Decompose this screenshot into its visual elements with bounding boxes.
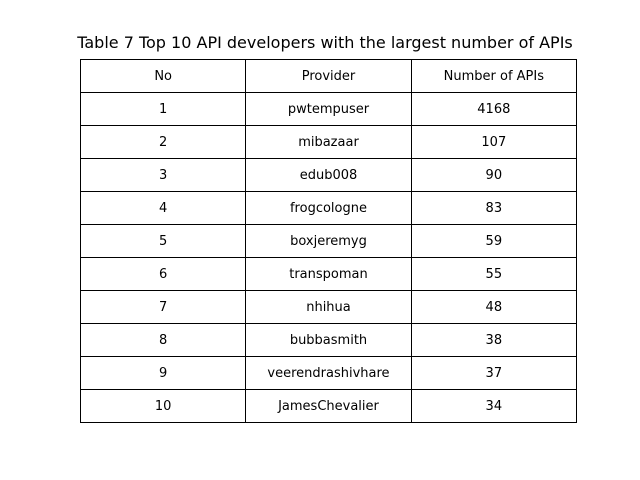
cell-provider: mibazaar [245,125,412,159]
cell-no: 1 [79,92,247,126]
table-row: 8 bubbasmith 38 [79,323,578,357]
table-row: 2 mibazaar 107 [79,125,578,159]
table-row: 7 nhihua 48 [79,290,578,324]
cell-no: 6 [79,257,247,291]
cell-number-of-apis: 83 [410,191,578,225]
table-row: 5 boxjeremyg 59 [79,224,578,258]
cell-no: 3 [79,158,247,192]
cell-number-of-apis: 90 [410,158,578,192]
cell-number-of-apis: 48 [410,290,578,324]
cell-provider: nhihua [245,290,412,324]
table-title: Table 7 Top 10 API developers with the l… [77,33,573,52]
cell-no: 8 [79,323,247,357]
cell-no: 4 [79,191,247,225]
table-row: 9 veerendrashivhare 37 [79,356,578,390]
cell-provider: frogcologne [245,191,412,225]
cell-number-of-apis: 37 [410,356,578,390]
column-header-no: No [79,59,247,93]
table-row: 1 pwtempuser 4168 [79,92,578,126]
cell-provider: boxjeremyg [245,224,412,258]
cell-provider: veerendrashivhare [245,356,412,390]
cell-number-of-apis: 38 [410,323,578,357]
header-row: No Provider Number of APIs [79,59,578,93]
cell-number-of-apis: 34 [410,389,578,423]
api-developers-table: No Provider Number of APIs 1 pwtempuser … [79,59,578,423]
cell-provider: pwtempuser [245,92,412,126]
column-header-number-of-apis: Number of APIs [410,59,578,93]
cell-provider: JamesChevalier [245,389,412,423]
cell-provider: transpoman [245,257,412,291]
column-header-provider: Provider [245,59,412,93]
cell-no: 9 [79,356,247,390]
cell-number-of-apis: 55 [410,257,578,291]
cell-provider: edub008 [245,158,412,192]
table-row: 3 edub008 90 [79,158,578,192]
cell-no: 7 [79,290,247,324]
table-row: 6 transpoman 55 [79,257,578,291]
cell-number-of-apis: 107 [410,125,578,159]
cell-no: 5 [79,224,247,258]
cell-no: 2 [79,125,247,159]
table-row: 10 JamesChevalier 34 [79,389,578,423]
table-row: 4 frogcologne 83 [79,191,578,225]
cell-number-of-apis: 4168 [410,92,578,126]
cell-provider: bubbasmith [245,323,412,357]
cell-no: 10 [79,389,247,423]
cell-number-of-apis: 59 [410,224,578,258]
